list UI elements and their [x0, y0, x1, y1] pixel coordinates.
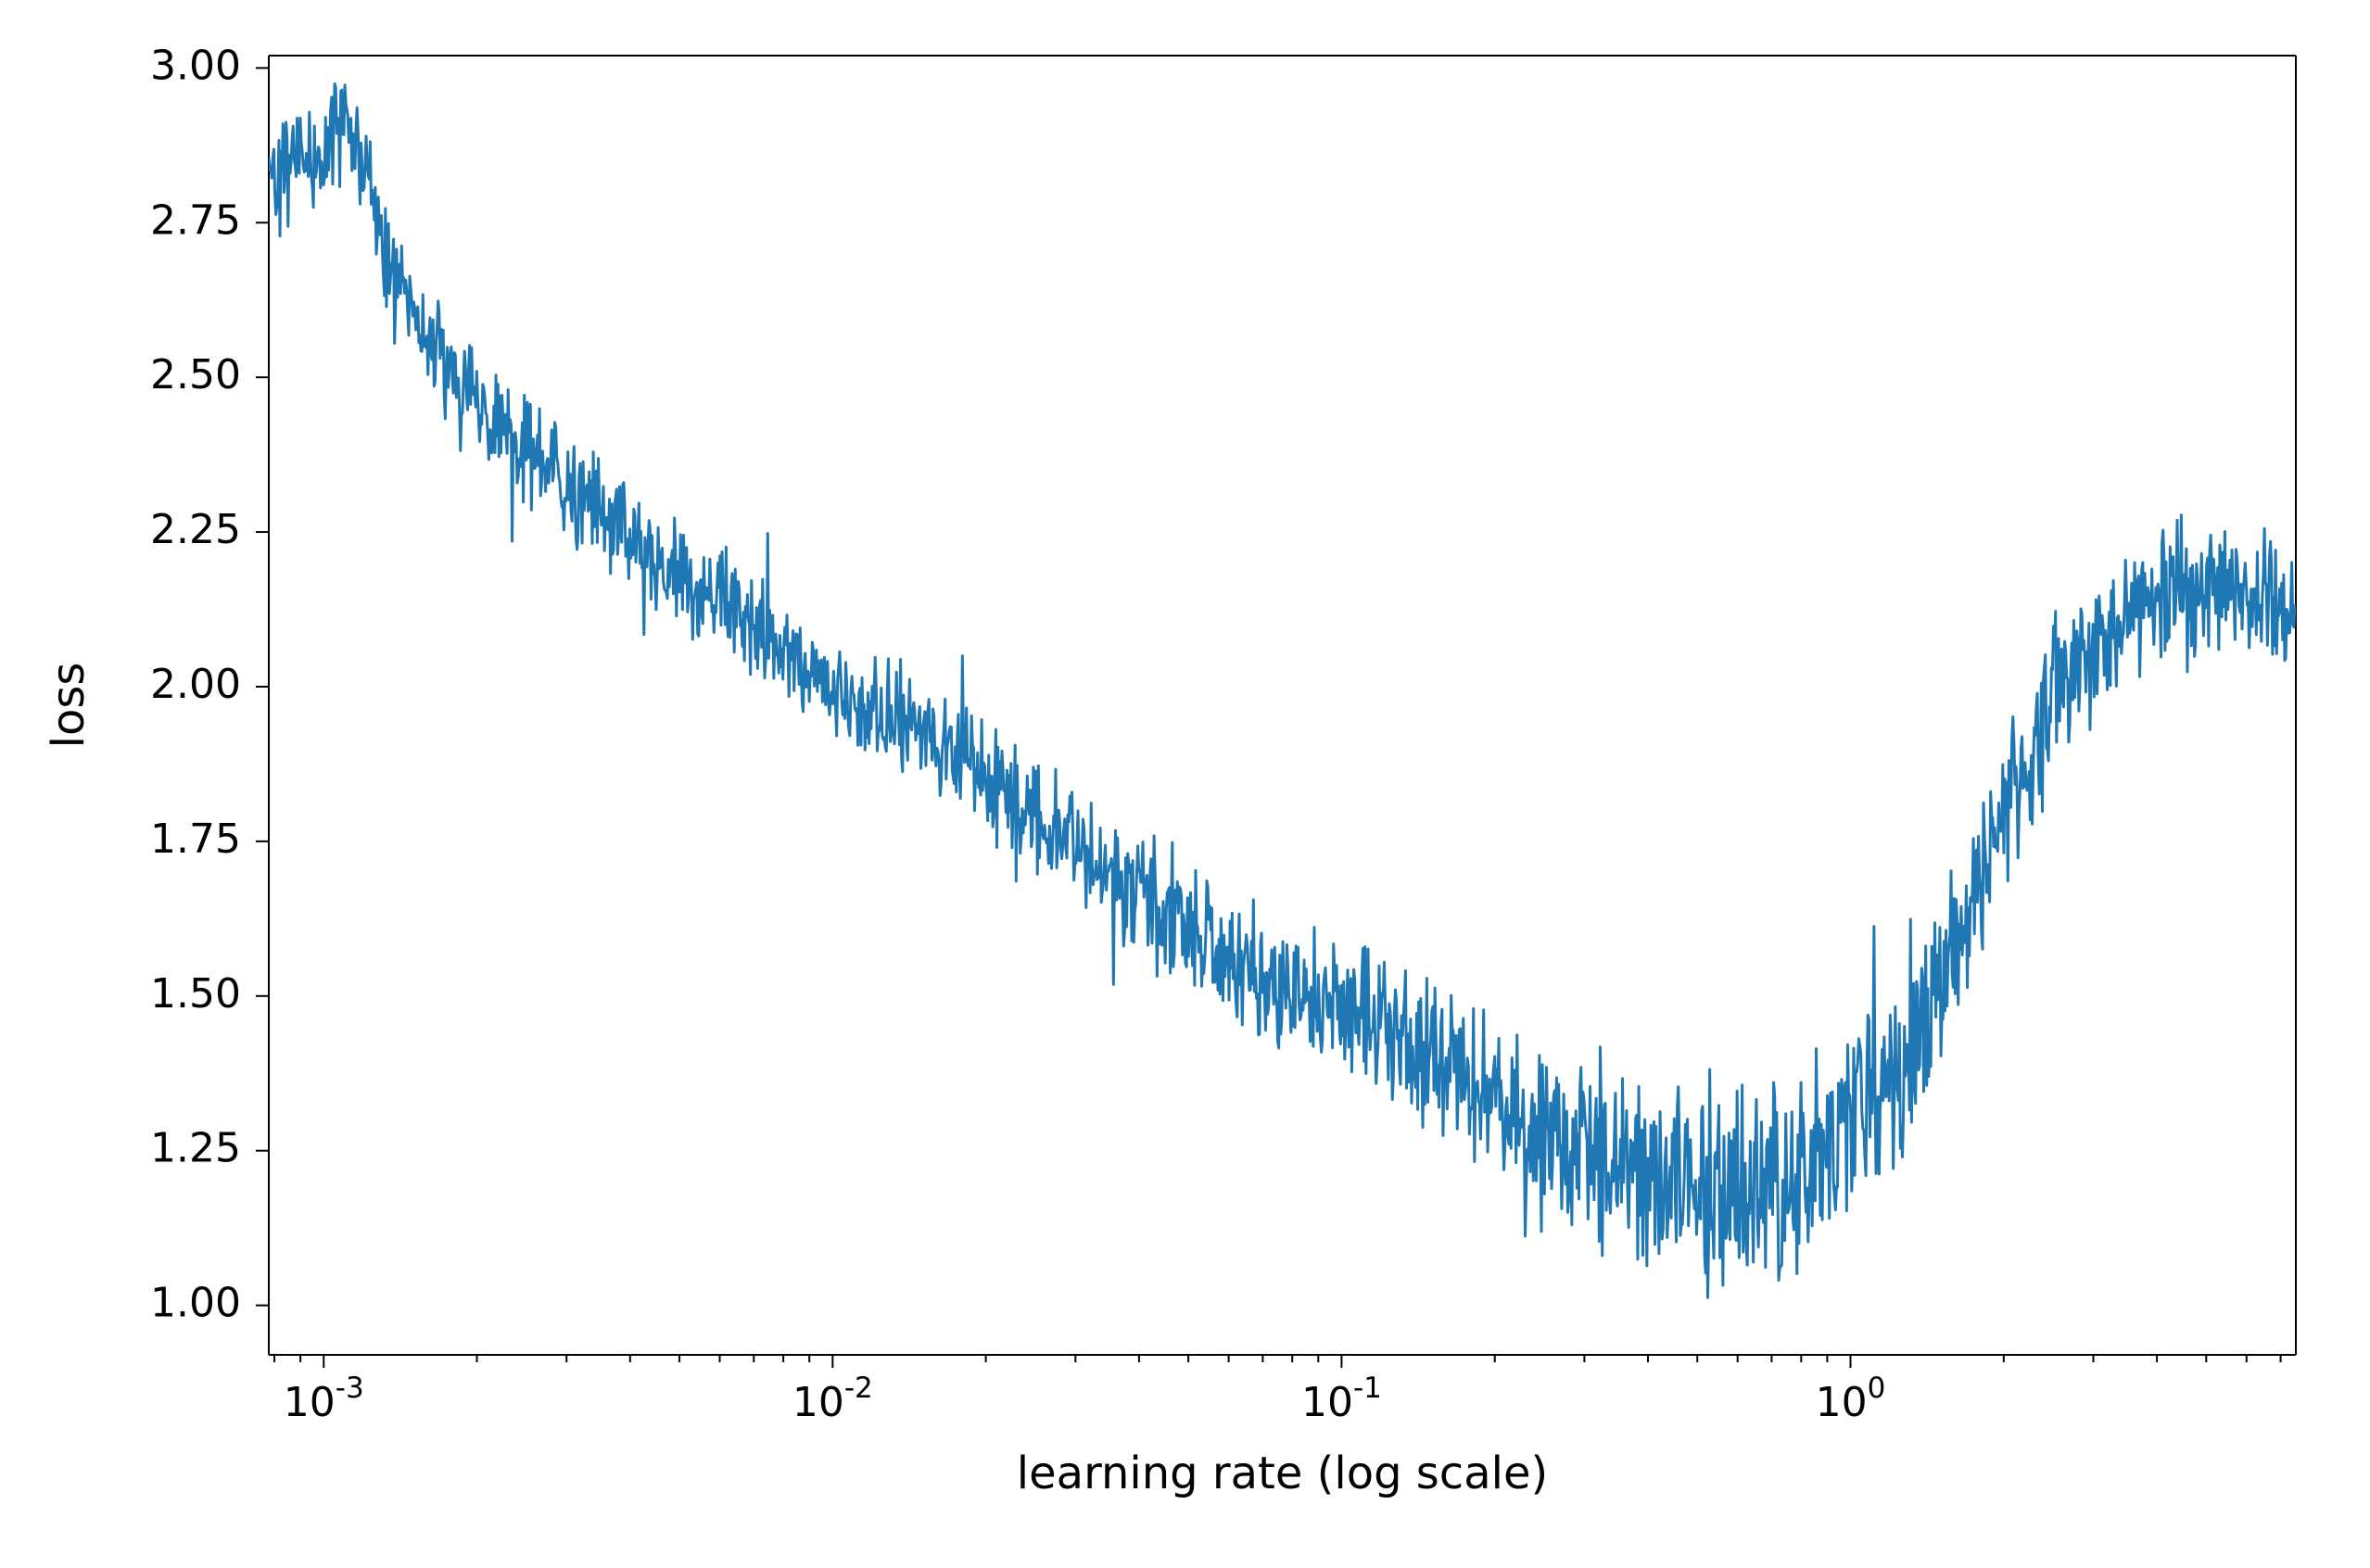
y-tick-label: 2.25 [150, 506, 241, 553]
y-tick-label: 1.50 [150, 970, 241, 1018]
loss-vs-lr-chart: 1.001.251.501.752.002.252.502.753.0010-3… [0, 0, 2370, 1568]
x-axis-label: learning rate (log scale) [1017, 1448, 1548, 1499]
y-tick-label: 1.25 [150, 1125, 241, 1172]
y-tick-label: 2.50 [150, 351, 241, 398]
y-tick-label: 1.00 [150, 1280, 241, 1327]
y-tick-label: 2.00 [150, 661, 241, 708]
y-axis-label: loss [43, 663, 95, 749]
y-tick-label: 1.75 [150, 816, 241, 863]
y-tick-label: 2.75 [150, 196, 241, 244]
chart-container: 1.001.251.501.752.002.252.502.753.0010-3… [0, 0, 2370, 1568]
y-tick-label: 3.00 [150, 42, 241, 89]
